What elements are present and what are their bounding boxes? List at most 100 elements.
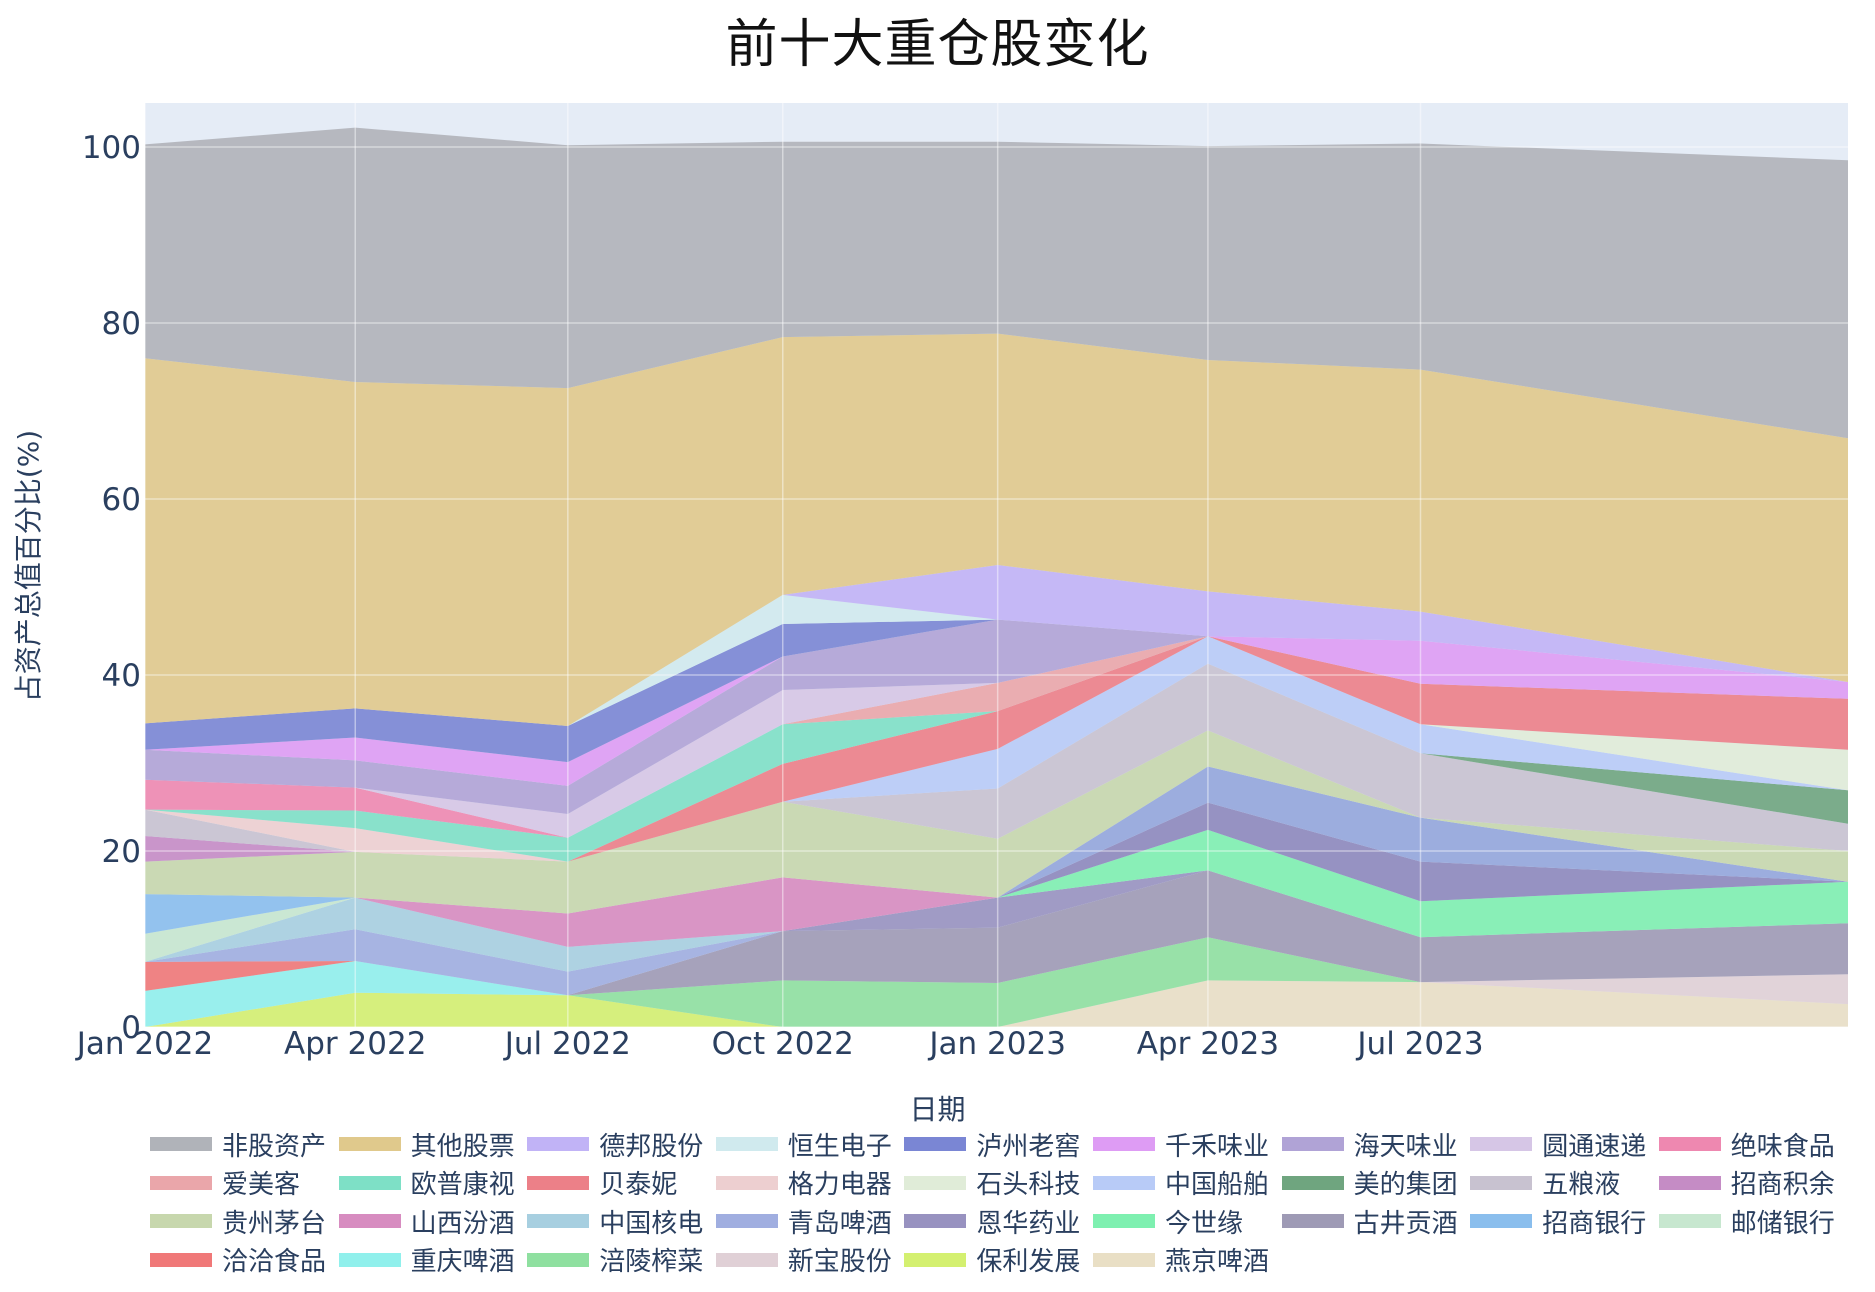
y-tick-label: 40 bbox=[102, 658, 141, 694]
legend-label: 洽洽食品 bbox=[222, 1247, 327, 1277]
legend-label: 美的集团 bbox=[1353, 1170, 1458, 1200]
legend-item[interactable]: 中国核电 bbox=[527, 1202, 703, 1240]
y-tick-label: 0 bbox=[121, 1010, 141, 1046]
legend-item[interactable]: 绝味食品 bbox=[1658, 1125, 1835, 1163]
legend-item[interactable]: 新宝股份 bbox=[715, 1241, 892, 1279]
area-series-28 bbox=[145, 619, 1848, 814]
legend-label: 圆通速递 bbox=[1542, 1131, 1647, 1162]
legend-swatch bbox=[150, 1175, 212, 1190]
area-series-21 bbox=[145, 636, 1848, 862]
legend-item[interactable]: 燕京啤酒 bbox=[1093, 1241, 1269, 1279]
y-axis-label: 占资产总值百分比(%) bbox=[12, 429, 45, 703]
legend-item[interactable]: 贝泰妮 bbox=[527, 1164, 677, 1202]
legend-swatch bbox=[715, 1214, 778, 1228]
legend-item[interactable]: 恒生电子 bbox=[715, 1125, 892, 1163]
legend-label: 石头科技 bbox=[976, 1170, 1081, 1200]
legend-item[interactable]: 德邦股份 bbox=[527, 1125, 703, 1163]
legend-item[interactable]: 重庆啤酒 bbox=[338, 1241, 515, 1279]
legend-item[interactable]: 欧普康视 bbox=[338, 1164, 515, 1202]
legend-swatch bbox=[904, 1137, 967, 1151]
x-tick-label: Jul 2023 bbox=[1355, 1026, 1483, 1062]
area-series-1 bbox=[145, 980, 1848, 1027]
area-series-2 bbox=[145, 937, 1848, 1027]
chart-title: 前十大重仓股变化 bbox=[725, 15, 1150, 75]
legend-label: 古井贡酒 bbox=[1353, 1208, 1458, 1239]
legend-item[interactable]: 涪陵榨菜 bbox=[527, 1241, 703, 1279]
legend-item[interactable]: 古井贡酒 bbox=[1281, 1202, 1458, 1240]
legend-item[interactable]: 泸州老窖 bbox=[904, 1125, 1080, 1163]
legend-item[interactable]: 格力电器 bbox=[715, 1164, 892, 1202]
legend-swatch bbox=[1093, 1175, 1155, 1190]
area-series-34 bbox=[145, 127, 1848, 439]
legend-swatch bbox=[527, 1214, 590, 1228]
legend-swatch bbox=[1093, 1214, 1155, 1228]
legend-item[interactable]: 其他股票 bbox=[338, 1125, 515, 1163]
x-tick-label: Oct 2022 bbox=[712, 1026, 854, 1062]
legend-item[interactable]: 千禾味业 bbox=[1093, 1125, 1269, 1163]
legend-item[interactable]: 洽洽食品 bbox=[150, 1241, 326, 1279]
legend-label: 保利发展 bbox=[976, 1247, 1081, 1277]
legend-item[interactable]: 非股资产 bbox=[150, 1125, 326, 1163]
legend-swatch bbox=[150, 1252, 212, 1267]
legend-label: 非股资产 bbox=[222, 1131, 327, 1162]
area-series-33 bbox=[145, 333, 1848, 726]
legend-item[interactable]: 五粮液 bbox=[1470, 1164, 1620, 1202]
legend-item[interactable]: 贵州茅台 bbox=[150, 1202, 326, 1240]
legend-label: 贵州茅台 bbox=[222, 1208, 327, 1239]
legend-item[interactable]: 海天味业 bbox=[1281, 1125, 1458, 1163]
legend-label: 其他股票 bbox=[410, 1131, 515, 1162]
x-tick-label: Jan 2022 bbox=[75, 1026, 214, 1062]
legend-item[interactable]: 招商银行 bbox=[1470, 1202, 1646, 1240]
legend-label: 山西汾酒 bbox=[410, 1208, 515, 1239]
legend-item[interactable]: 美的集团 bbox=[1281, 1164, 1458, 1202]
area-series-3 bbox=[145, 937, 1848, 1027]
area-series-29 bbox=[145, 619, 1848, 786]
legend-label: 今世缘 bbox=[1165, 1208, 1244, 1239]
legend-swatch bbox=[904, 1175, 967, 1190]
legend-swatch bbox=[715, 1137, 778, 1151]
legend-item[interactable]: 爱美客 bbox=[150, 1164, 300, 1202]
y-tick-label: 60 bbox=[102, 482, 141, 518]
legend-label: 格力电器 bbox=[787, 1170, 892, 1200]
y-tick-label: 80 bbox=[102, 306, 141, 342]
legend-swatch bbox=[904, 1252, 967, 1267]
legend-label: 招商银行 bbox=[1542, 1208, 1647, 1239]
x-axis-label: 日期 bbox=[909, 1093, 966, 1126]
legend-label: 绝味食品 bbox=[1730, 1131, 1835, 1162]
legend-label: 恒生电子 bbox=[787, 1131, 892, 1162]
legend-swatch bbox=[1093, 1137, 1155, 1151]
legend-swatch bbox=[338, 1214, 401, 1228]
legend-item[interactable]: 今世缘 bbox=[1093, 1202, 1243, 1240]
area-series-16 bbox=[145, 730, 1848, 914]
legend-item[interactable]: 邮储银行 bbox=[1658, 1202, 1835, 1240]
legend-item[interactable]: 招商积余 bbox=[1658, 1164, 1835, 1202]
legend-swatch bbox=[1093, 1252, 1155, 1267]
legend-label: 五粮液 bbox=[1542, 1170, 1621, 1200]
legend-label: 海天味业 bbox=[1353, 1131, 1458, 1162]
x-tick-label: Jan 2023 bbox=[927, 1026, 1066, 1062]
area-series-30 bbox=[145, 619, 1848, 763]
legend-item[interactable]: 恩华药业 bbox=[904, 1202, 1080, 1240]
legend-item[interactable]: 圆通速递 bbox=[1470, 1125, 1646, 1163]
area-series-4 bbox=[145, 870, 1848, 1027]
legend-label: 贝泰妮 bbox=[599, 1170, 678, 1200]
y-tick-label: 20 bbox=[102, 834, 141, 870]
legend-swatch bbox=[1281, 1137, 1344, 1151]
legend-item[interactable]: 石头科技 bbox=[904, 1164, 1080, 1202]
legend-label: 恩华药业 bbox=[976, 1208, 1081, 1239]
legend-swatch bbox=[1658, 1214, 1721, 1228]
legend-swatch bbox=[338, 1175, 401, 1190]
legend-item[interactable]: 青岛啤酒 bbox=[715, 1202, 892, 1240]
x-tick-label: Apr 2022 bbox=[284, 1026, 426, 1062]
legend-item[interactable]: 保利发展 bbox=[904, 1241, 1080, 1279]
legend-item[interactable]: 山西汾酒 bbox=[338, 1202, 515, 1240]
legend-label: 德邦股份 bbox=[599, 1131, 704, 1162]
legend-item[interactable]: 中国船舶 bbox=[1093, 1164, 1269, 1202]
legend-swatch bbox=[527, 1137, 590, 1151]
legend-swatch bbox=[715, 1175, 778, 1190]
legend-swatch bbox=[150, 1137, 212, 1151]
legend-swatch bbox=[1281, 1175, 1344, 1190]
legend-label: 爱美客 bbox=[222, 1170, 301, 1200]
x-tick-label: Apr 2023 bbox=[1137, 1026, 1279, 1062]
